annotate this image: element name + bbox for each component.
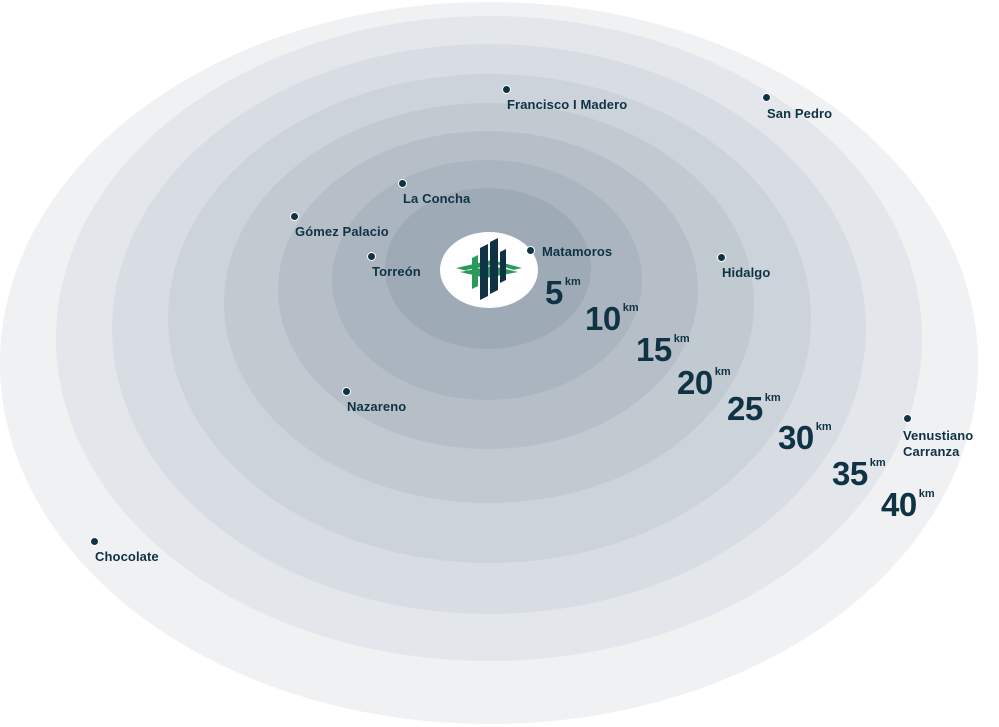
location-dot-icon xyxy=(717,253,726,262)
distance-label-35km: 35 km xyxy=(832,455,886,493)
location-dot-icon xyxy=(526,246,535,255)
location-dot-icon xyxy=(502,85,511,94)
company-logo-icon xyxy=(456,238,522,300)
distance-value: 25 xyxy=(727,390,763,427)
distance-unit: km xyxy=(673,333,690,345)
place-label: Francisco I Madero xyxy=(507,97,628,112)
location-dot-icon xyxy=(762,93,771,102)
distance-label-10km: 10 km xyxy=(585,300,639,338)
distance-value: 10 xyxy=(585,300,621,337)
place-label: Gómez Palacio xyxy=(295,224,389,239)
location-dot-icon xyxy=(903,414,912,423)
distance-unit: km xyxy=(918,488,935,500)
distance-unit: km xyxy=(564,276,581,288)
distance-value: 40 xyxy=(881,486,917,523)
distance-label-25km: 25 km xyxy=(727,390,781,428)
distance-unit: km xyxy=(764,392,781,404)
distance-label-5km: 5 km xyxy=(545,274,581,312)
distance-label-20km: 20 km xyxy=(677,364,731,402)
distance-value: 15 xyxy=(636,331,672,368)
distance-unit: km xyxy=(714,366,731,378)
location-dot-icon xyxy=(290,212,299,221)
place-label: Hidalgo xyxy=(722,265,771,280)
distance-unit: km xyxy=(869,457,886,469)
place-label: Chocolate xyxy=(95,549,159,564)
place-label: Torreón xyxy=(372,264,421,279)
distance-value: 30 xyxy=(778,419,814,456)
location-dot-icon xyxy=(398,179,407,188)
distance-label-30km: 30 km xyxy=(778,419,832,457)
distance-value: 35 xyxy=(832,455,868,492)
distance-label-40km: 40 km xyxy=(881,486,935,524)
place-label: Nazareno xyxy=(347,399,407,414)
place-label: Venustiano Carranza xyxy=(903,428,974,459)
location-dot-icon xyxy=(90,537,99,546)
location-dot-icon xyxy=(342,387,351,396)
center-logo-badge xyxy=(440,232,538,308)
place-label: La Concha xyxy=(403,191,471,206)
distance-label-15km: 15 km xyxy=(636,331,690,369)
place-label: San Pedro xyxy=(767,106,833,121)
distance-value: 20 xyxy=(677,364,713,401)
distance-unit: km xyxy=(622,302,639,314)
distance-unit: km xyxy=(815,421,832,433)
location-dot-icon xyxy=(367,252,376,261)
place-label: Matamoros xyxy=(542,244,613,259)
distance-value: 5 xyxy=(545,274,563,311)
